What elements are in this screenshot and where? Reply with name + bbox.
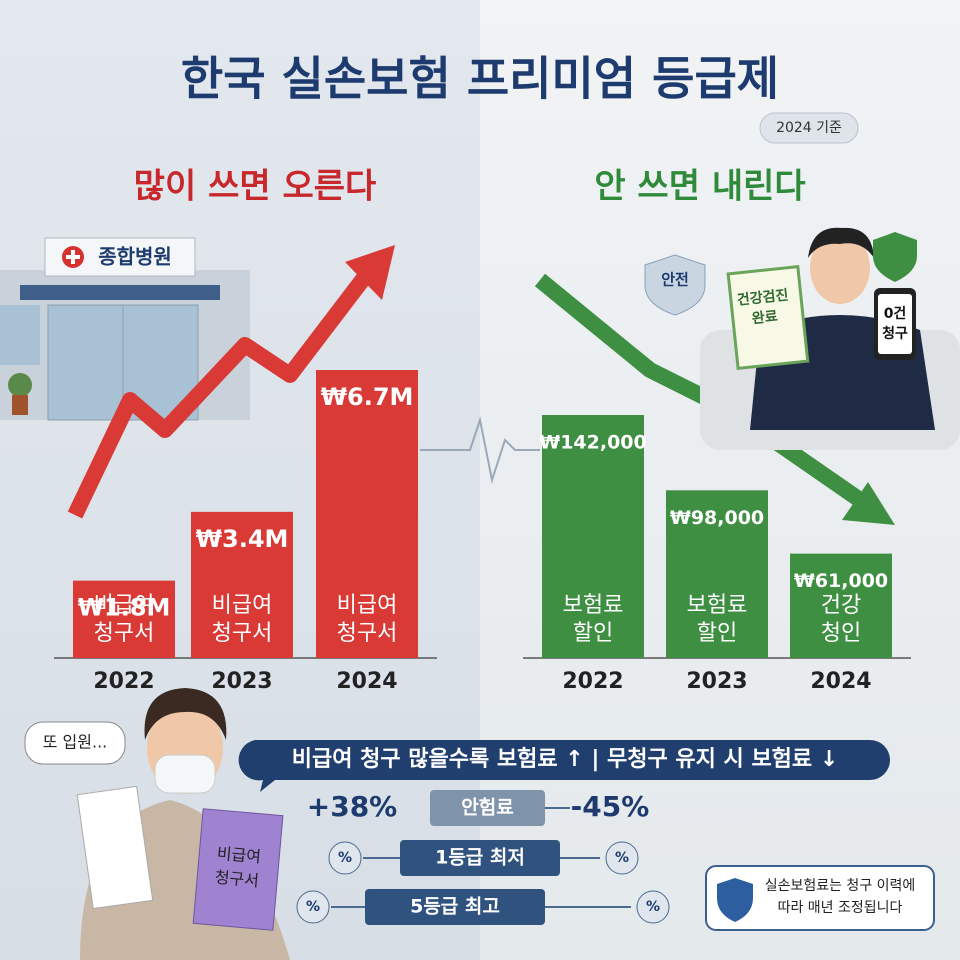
x-tick-label: 2024 — [336, 669, 397, 694]
value-label: ₩61,000 — [794, 570, 888, 592]
bar-label: 비급여 — [212, 593, 273, 618]
row-left-icon — [328, 841, 362, 875]
hospital-sign: 종합병원 — [98, 245, 172, 269]
row-box — [400, 840, 560, 876]
book-label: 청구서 — [214, 868, 260, 891]
sticker-phone: 청구 — [882, 326, 908, 342]
bar-label: 보험료 — [687, 593, 748, 618]
bar-label: 청구서 — [94, 621, 155, 646]
bar-label: 할인 — [573, 621, 613, 646]
title: 한국 실손보험 프리미엄 등급제 — [181, 52, 779, 106]
bar-label: 비급여 — [94, 593, 155, 618]
sticker-phone: 0건 — [884, 305, 907, 322]
badge: 2024 기준 — [776, 120, 842, 136]
value-label: ₩3.4M — [196, 525, 289, 553]
note-shield — [717, 878, 753, 922]
value-label: ₩1.8M — [78, 594, 171, 622]
bar-label: 할인 — [697, 621, 737, 646]
row-box — [430, 790, 545, 826]
row-right: % — [615, 850, 629, 866]
value-label: ₩6.7M — [321, 383, 414, 411]
bar-label: 청구서 — [212, 621, 273, 646]
note-box — [705, 865, 935, 931]
bar — [191, 511, 293, 658]
bar-label: 비급여 — [337, 593, 398, 618]
note-line: 실손보험료는 청구 이력에 — [765, 878, 916, 894]
sticker-safe: 안전 — [661, 271, 689, 289]
banner-text: 비급여 청구 많을수록 보험료 ↑ | 무청구 유지 시 보험료 ↓ — [292, 746, 839, 772]
left-heading: 많이 쓰면 오른다 — [134, 167, 377, 207]
badge-box — [759, 112, 859, 144]
bar-label: 청구서 — [337, 621, 398, 646]
row-right-icon — [636, 890, 670, 924]
row-left-icon — [296, 890, 330, 924]
row-label: 5등급 최고 — [410, 896, 500, 918]
x-tick-label: 2024 — [810, 669, 871, 694]
row-right-icon — [605, 841, 639, 875]
bar-label: 청인 — [821, 621, 861, 646]
woman-illustration — [24, 688, 290, 960]
up-arrow — [67, 245, 395, 519]
x-tick-label: 2022 — [562, 669, 623, 694]
value-label: ₩142,000 — [539, 432, 647, 454]
bar — [316, 370, 418, 658]
row-box — [365, 889, 545, 925]
bar — [790, 553, 892, 658]
row-left: % — [338, 850, 352, 866]
row-left: % — [306, 899, 320, 915]
value-label: ₩98,000 — [670, 507, 764, 529]
man-illustration — [644, 227, 960, 450]
sticker-checkup: 완료 — [751, 309, 778, 328]
x-tick-label: 2022 — [93, 669, 154, 694]
row-right: % — [646, 899, 660, 915]
row-right: -45% — [571, 790, 650, 823]
note-line: 따라 매년 조정됩니다 — [778, 900, 903, 916]
heartbeat — [420, 416, 540, 484]
book-label: 비급여 — [216, 844, 262, 867]
sticker-checkup: 건강검진 — [736, 286, 789, 308]
x-tick-label: 2023 — [211, 669, 272, 694]
bar — [666, 490, 768, 658]
speech: 또 입원... — [43, 733, 108, 752]
down-arrow — [534, 273, 895, 525]
row-label: 안험료 — [461, 797, 513, 819]
row-label: 1등급 최저 — [435, 847, 525, 869]
x-tick-label: 2023 — [686, 669, 747, 694]
bar — [542, 415, 644, 658]
banner-box — [238, 740, 890, 792]
bar-label: 보험료 — [563, 593, 624, 618]
bar-label: 건강 — [821, 593, 861, 618]
right-heading: 안 쓰면 내린다 — [594, 167, 805, 207]
row-left: +38% — [307, 790, 397, 823]
bar — [73, 580, 175, 658]
